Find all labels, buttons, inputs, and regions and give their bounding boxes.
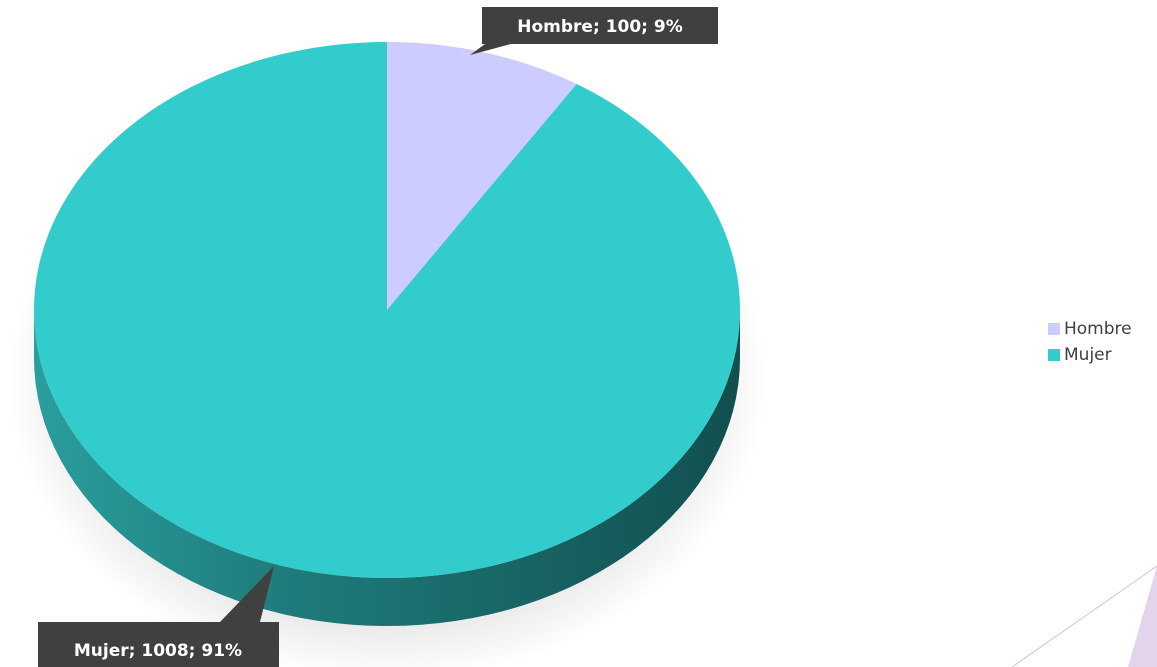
legend-label-hombre: Hombre xyxy=(1064,319,1132,339)
data-label-mujer-text: Mujer; 1008; 91% xyxy=(74,641,242,661)
data-label-hombre-text: Hombre; 100; 9% xyxy=(517,17,682,37)
pie-slice-mujer xyxy=(33,42,741,578)
decorative-background-line xyxy=(1011,565,1157,667)
data-label-mujer: Mujer; 1008; 91% xyxy=(38,566,279,667)
data-label-hombre: Hombre; 100; 9% xyxy=(470,7,718,55)
data-label-hombre-leader xyxy=(470,44,511,55)
legend-swatch-hombre xyxy=(1048,323,1060,335)
pie-slices xyxy=(33,42,741,578)
chart-legend: Hombre Mujer xyxy=(1048,316,1132,368)
decorative-background-shape xyxy=(1128,566,1157,667)
pie-slice-hombre xyxy=(387,42,577,310)
legend-swatch-mujer xyxy=(1048,349,1060,361)
legend-item-mujer: Mujer xyxy=(1048,342,1132,368)
data-label-mujer-box xyxy=(38,622,279,667)
pie-side-wall xyxy=(34,310,740,626)
data-label-mujer-leader xyxy=(220,566,274,622)
legend-item-hombre: Hombre xyxy=(1048,316,1132,342)
data-label-hombre-box xyxy=(482,7,718,44)
legend-label-mujer: Mujer xyxy=(1064,345,1112,365)
